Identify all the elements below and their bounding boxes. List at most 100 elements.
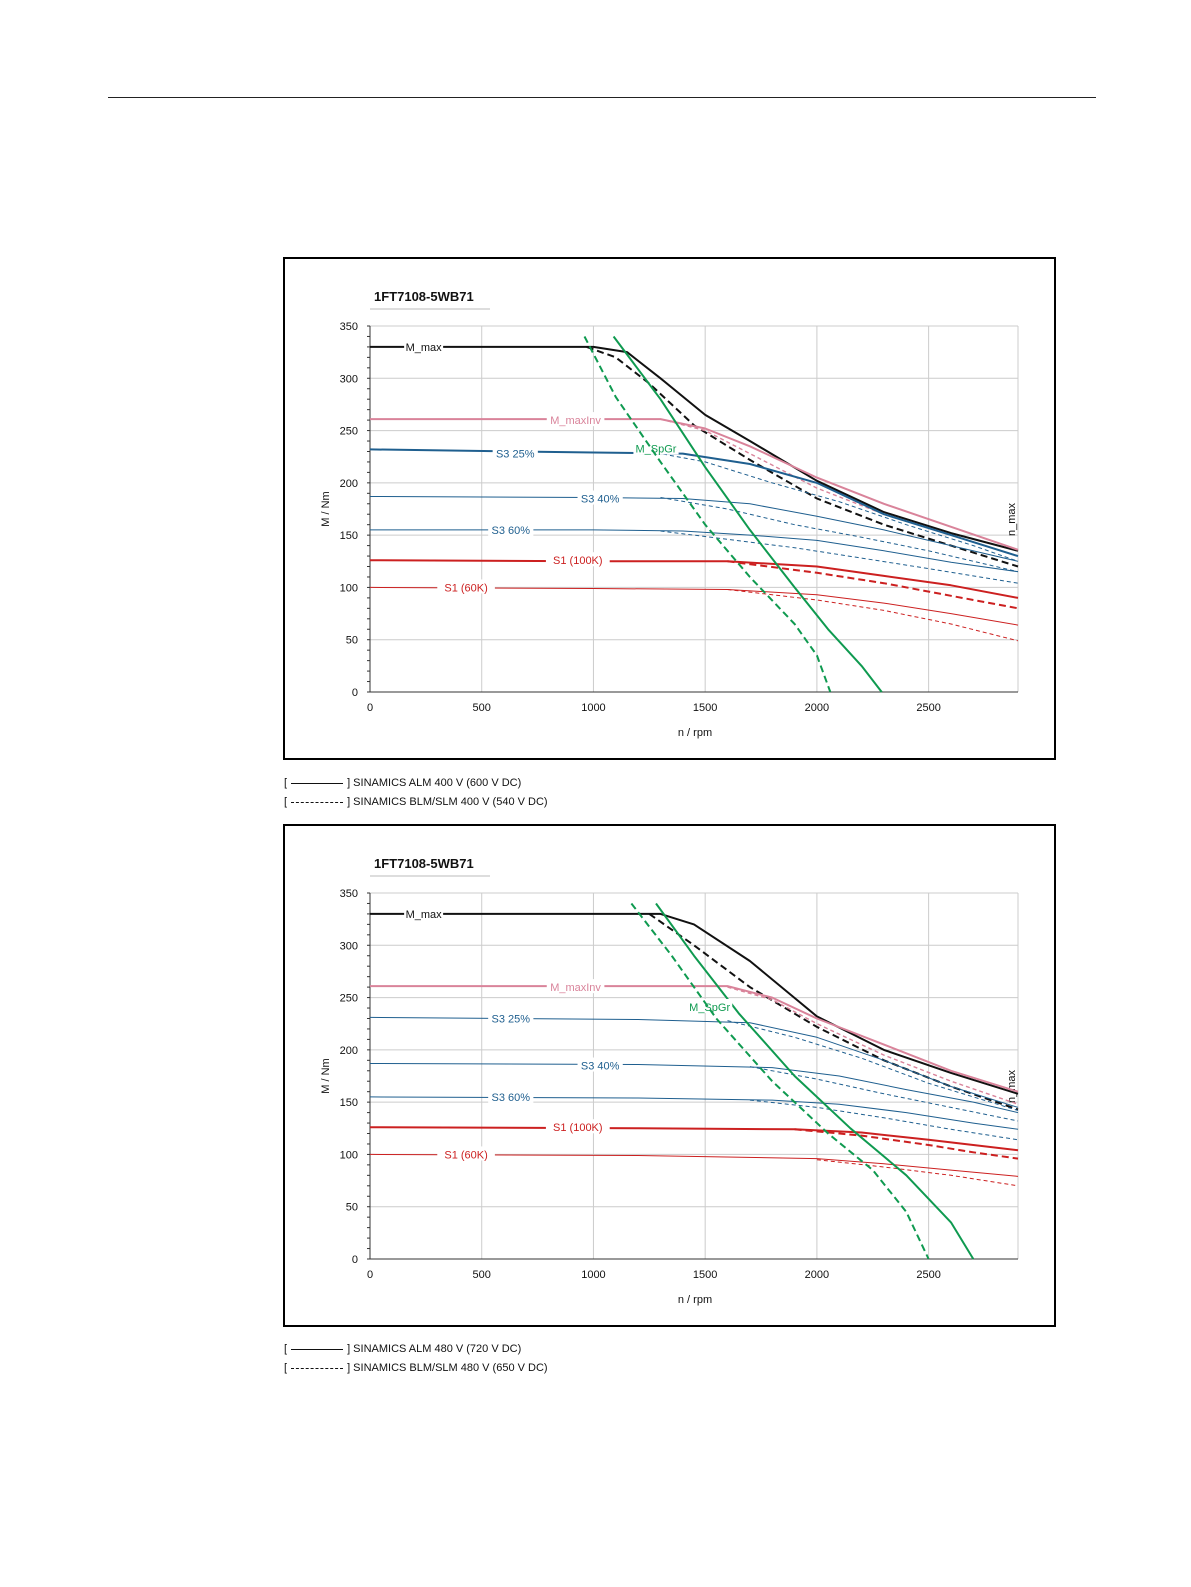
series-label-bg <box>633 440 679 455</box>
x-tick-label: 0 <box>367 1269 373 1281</box>
y-tick-label: 100 <box>340 1149 358 1161</box>
series-label: M_SpGr <box>636 443 677 455</box>
legend-dashed-swatch <box>291 1367 344 1369</box>
series-label-bg <box>437 579 495 594</box>
series-label: M_SpGr <box>689 1002 730 1014</box>
torque-speed-chart-1: 0 50 100 150 200 250 300 350 0 500 1000 1500 2000 250… <box>320 289 1019 739</box>
series-label-bg <box>437 1146 495 1161</box>
top-rule <box>108 97 1096 98</box>
series-dashed-line <box>727 589 1019 642</box>
s1-60k-line <box>369 1153 1019 1177</box>
legend-row-dashed: [ ] SINAMICS BLM/SLM 480 V (650 V DC) <box>284 1359 548 1378</box>
legend-text: ] SINAMICS BLM/SLM 480 V (650 V DC) <box>347 1362 548 1374</box>
x-tick-label: 500 <box>473 1269 491 1281</box>
legend-bracket: [ <box>284 1362 288 1374</box>
x-tick-label: 2000 <box>805 1269 829 1281</box>
legend-text: ] SINAMICS BLM/SLM 400 V (540 V DC) <box>347 796 548 808</box>
series-label: S1 (100K) <box>553 555 603 567</box>
y-tick-label: 300 <box>340 373 358 385</box>
x-axis-label: n / rpm <box>678 727 712 739</box>
series-label: S3 40% <box>581 1061 620 1073</box>
y-axis-label: M / Nm <box>320 491 332 526</box>
n-max-label: n_max <box>1006 1069 1018 1103</box>
legend-row-dashed: [ ] SINAMICS BLM/SLM 400 V (540 V DC) <box>284 793 548 812</box>
y-tick-label: 100 <box>340 582 358 594</box>
legend-text: ] SINAMICS ALM 480 V (720 V DC) <box>347 1343 522 1355</box>
series-label: S3 25% <box>492 1013 531 1025</box>
series-label-bg <box>404 338 444 353</box>
series-dashed-line <box>727 986 1019 1105</box>
x-tick-label: 2500 <box>916 1269 940 1281</box>
plot-area <box>370 893 1018 1259</box>
series-label-bg <box>577 1057 623 1072</box>
series-label-bg <box>488 521 534 536</box>
series-dashed-line <box>794 1128 1019 1160</box>
series-label: S1 (60K) <box>444 1149 487 1161</box>
series-label-bg <box>545 1119 610 1134</box>
m-max-line <box>370 345 1019 552</box>
x-tick-label: 500 <box>473 702 491 714</box>
x-tick-label: 1000 <box>581 702 605 714</box>
x-tick-label: 0 <box>367 702 373 714</box>
series-label-bg <box>687 998 733 1013</box>
y-tick-label: 50 <box>346 1202 358 1214</box>
series-label-bg <box>577 490 623 505</box>
series-label-bg <box>404 905 444 920</box>
series-label-bg <box>546 979 605 994</box>
y-tick-label: 250 <box>340 426 358 438</box>
series-label-bg <box>546 412 605 427</box>
legend-bracket: [ <box>284 777 288 789</box>
chart-title: 1FT7108-5WB71 <box>374 856 474 871</box>
series-label: S1 (60K) <box>444 582 487 594</box>
torque-speed-chart-2: 0 50 100 150 200 250 300 350 0 500 1000 1500 2000 250… <box>320 856 1019 1306</box>
y-tick-label: 150 <box>340 1097 358 1109</box>
n-max-label: n_max <box>1006 502 1018 536</box>
series-label-bg <box>488 1010 534 1025</box>
y-tick-label: 200 <box>340 1045 358 1057</box>
x-axis-label: n / rpm <box>678 1294 712 1306</box>
s1-60k-line <box>369 586 1019 626</box>
legend-bracket: [ <box>284 1343 288 1355</box>
chart-panel-1: 0 50 100 150 200 250 300 350 0 500 1000 1500 2000 250… <box>283 257 1056 760</box>
legend-dashed-swatch <box>291 801 344 803</box>
s3-25-line <box>369 1016 1019 1108</box>
series-label: S3 60% <box>492 1092 531 1104</box>
s3-25-line <box>369 448 1019 558</box>
legend-row-solid: [ ] SINAMICS ALM 400 V (600 V DC) <box>284 774 548 793</box>
x-tick-label: 1500 <box>693 702 717 714</box>
series-dashed-line <box>727 560 1019 610</box>
y-tick-label: 200 <box>340 478 358 490</box>
series-dashed-line <box>749 1099 1019 1141</box>
series-dashed-line <box>660 418 1019 557</box>
y-tick-label: 250 <box>340 993 358 1005</box>
series-label: S3 25% <box>496 449 535 461</box>
legend-2: [ ] SINAMICS ALM 480 V (720 V DC) [ ] SINA… <box>284 1340 548 1378</box>
chart-title: 1FT7108-5WB71 <box>374 289 474 304</box>
series-label: S3 60% <box>492 525 531 537</box>
series-label: M_max <box>406 342 443 354</box>
series-label-bg <box>492 445 538 460</box>
m-max-line <box>370 912 1019 1095</box>
series-dashed-line <box>649 451 1019 562</box>
y-tick-label: 0 <box>352 1254 358 1266</box>
y-tick-label: 150 <box>340 530 358 542</box>
legend-solid-swatch <box>291 1348 344 1350</box>
legend-text: ] SINAMICS ALM 400 V (600 V DC) <box>347 777 522 789</box>
series-dashed-line <box>648 913 1019 1111</box>
legend-solid-swatch <box>291 782 344 784</box>
m-spgr-line <box>655 902 975 1260</box>
x-tick-label: 2500 <box>916 702 940 714</box>
x-tick-label: 1500 <box>693 1269 717 1281</box>
series-dashed-line <box>583 336 832 693</box>
m-maxinv-line <box>370 985 1019 1093</box>
series-label: M_maxInv <box>550 982 601 994</box>
y-tick-label: 350 <box>340 888 358 900</box>
s3-60-line <box>369 1096 1019 1130</box>
series-dashed-line <box>816 1159 1019 1187</box>
legend-bracket: [ <box>284 796 288 808</box>
series-label: M_max <box>406 909 443 921</box>
y-tick-label: 50 <box>346 635 358 647</box>
series-label-bg <box>545 552 610 567</box>
series-dashed-line <box>660 497 1019 573</box>
series-dashed-line <box>660 530 1019 584</box>
